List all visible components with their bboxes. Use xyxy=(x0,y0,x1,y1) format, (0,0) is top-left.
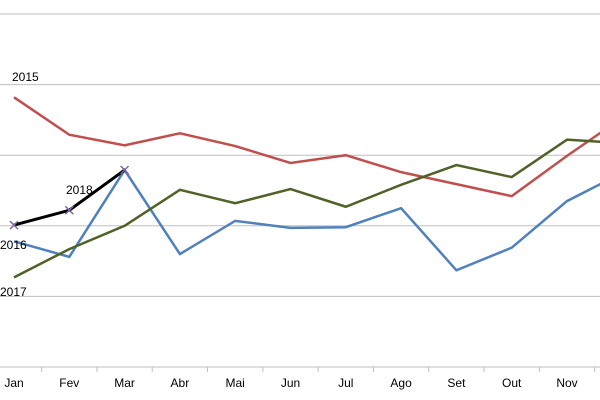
x-tick-label: Abr xyxy=(171,376,190,390)
series-line xyxy=(13,96,600,198)
marker xyxy=(9,220,19,230)
series-label: 2016 xyxy=(0,238,27,252)
series-label: 2017 xyxy=(0,285,27,299)
marker xyxy=(64,205,74,215)
x-tick-label: Nov xyxy=(556,376,577,390)
series-line xyxy=(13,138,600,279)
x-tick-label: Jul xyxy=(338,376,353,390)
x-tick-label: Jun xyxy=(281,376,300,390)
series-line xyxy=(13,167,600,272)
x-tick-label: Set xyxy=(447,376,466,390)
series-label: 2018 xyxy=(66,183,93,197)
series-label: 2015 xyxy=(12,70,39,84)
marker xyxy=(120,165,130,175)
x-tick-label: Out xyxy=(502,376,522,390)
x-tick-label: Ago xyxy=(390,376,412,390)
x-tick-label: Mar xyxy=(114,376,135,390)
x-tick-label: Jan xyxy=(4,376,23,390)
x-tick-label: Fev xyxy=(59,376,79,390)
x-tick-label: Mai xyxy=(226,376,245,390)
